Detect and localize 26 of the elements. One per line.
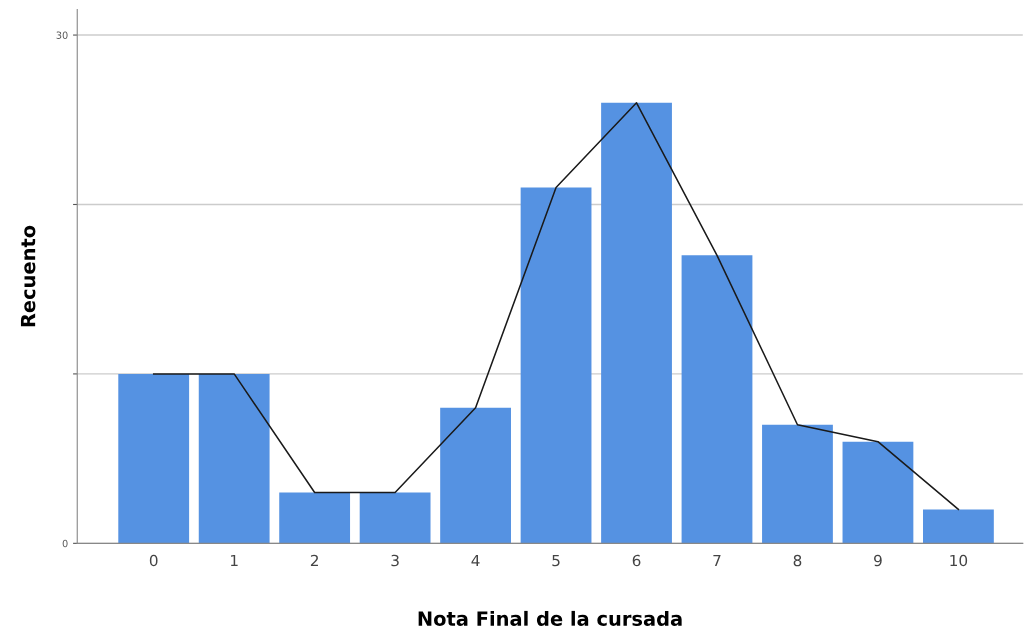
bar — [118, 373, 190, 544]
x-axis-title: Nota Final de la cursada — [418, 610, 682, 626]
bar — [601, 102, 672, 544]
x-tick-label: 10 — [950, 554, 968, 567]
bar — [681, 255, 753, 544]
x-tick-label: 1 — [230, 554, 238, 567]
bar — [520, 187, 592, 544]
y-axis-title: Recuento — [20, 225, 36, 327]
x-tick-label: 8 — [793, 554, 802, 567]
bar — [440, 407, 511, 544]
x-tick-label: 6 — [632, 554, 641, 567]
y-tick-label: 30 — [56, 31, 68, 39]
x-tick-label: 9 — [874, 554, 882, 567]
x-tick-label: 3 — [391, 554, 399, 567]
bar — [842, 441, 914, 544]
x-tick-label: 7 — [713, 554, 721, 567]
x-tick-label: 2 — [310, 554, 318, 567]
bar — [762, 424, 833, 544]
x-tick-label: 5 — [552, 554, 560, 567]
bar — [923, 509, 994, 544]
bar — [279, 492, 351, 544]
bar — [198, 373, 270, 544]
line-series — [152, 102, 960, 511]
bar — [359, 492, 431, 544]
x-tick-label: 4 — [471, 554, 480, 567]
x-tick-label: 0 — [149, 554, 158, 567]
